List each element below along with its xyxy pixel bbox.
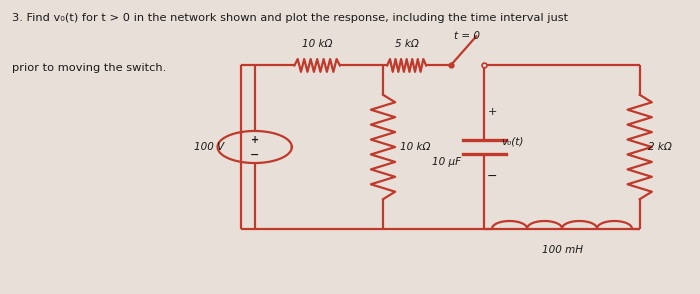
- Text: 100 mH: 100 mH: [542, 245, 582, 255]
- Text: 10 kΩ: 10 kΩ: [400, 142, 430, 152]
- Text: 2 kΩ: 2 kΩ: [648, 142, 671, 152]
- Text: v₀(t): v₀(t): [501, 136, 524, 146]
- Text: 10 kΩ: 10 kΩ: [302, 39, 332, 49]
- Text: −: −: [250, 150, 260, 160]
- Text: 3. Find v₀(t) for t > 0 in the network shown and plot the response, including th: 3. Find v₀(t) for t > 0 in the network s…: [11, 13, 568, 23]
- Text: 5 kΩ: 5 kΩ: [395, 39, 419, 49]
- Text: +: +: [251, 135, 259, 145]
- Text: +: +: [488, 107, 497, 117]
- Text: 100 V: 100 V: [194, 142, 224, 152]
- Text: 10 μF: 10 μF: [432, 157, 461, 167]
- Text: t = 0: t = 0: [454, 31, 480, 41]
- Text: prior to moving the switch.: prior to moving the switch.: [11, 63, 166, 73]
- Text: −: −: [487, 170, 498, 183]
